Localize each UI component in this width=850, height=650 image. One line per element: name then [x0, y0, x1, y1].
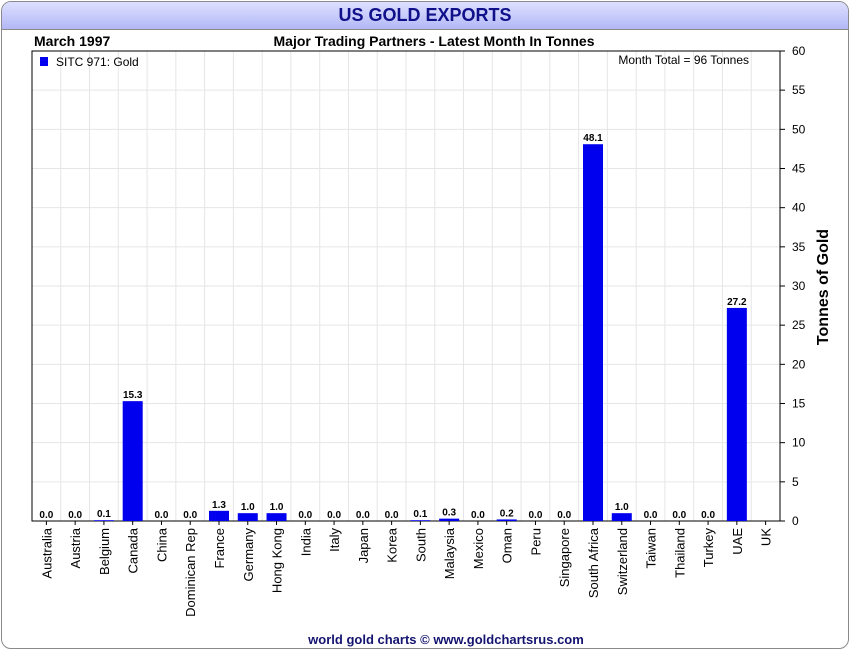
footer-credit: world gold charts © www.goldchartsrus.co…	[307, 632, 584, 647]
x-tick-label: Taiwan	[644, 528, 659, 568]
bar-value-label: 1.0	[270, 502, 284, 513]
bar-value-label: 0.0	[356, 510, 370, 521]
x-tick-label: Switzerland	[615, 528, 630, 595]
x-tick-label: Turkey	[701, 528, 716, 568]
x-tick-label: UK	[759, 528, 774, 546]
bars: 0.0 0.0 0.1 15.3 0.0 0.0 1.3 1.0 1.0 0.0 0.0 0.0 0.0…	[39, 133, 747, 521]
y-axis: 0 5 10 15 20 25 30 35 40 45 50 55 60	[780, 44, 806, 528]
y-tick-label: 30	[792, 279, 806, 293]
bar-value-label: 0.0	[529, 510, 543, 521]
bar-value-label: 0.0	[183, 510, 197, 521]
bar	[726, 307, 747, 521]
y-tick-label: 15	[792, 397, 806, 411]
bar-value-label: 0.0	[471, 510, 485, 521]
y-tick-label: 25	[792, 318, 806, 332]
x-tick-label: Hong Kong	[270, 528, 285, 593]
bar-value-label: 0.3	[442, 508, 456, 519]
bar	[439, 518, 460, 521]
x-tick-label: Peru	[528, 528, 543, 555]
bar-value-label: 1.3	[212, 500, 226, 511]
bar-value-label: 0.0	[68, 510, 82, 521]
x-tick-label: Singapore	[557, 528, 572, 587]
x-tick-label: UAE	[730, 528, 745, 555]
x-tick-label: Japan	[356, 528, 371, 563]
y-tick-label: 50	[792, 122, 806, 136]
x-tick-label: Belgium	[97, 528, 112, 575]
bar	[496, 519, 517, 521]
x-tick-label: Germany	[241, 528, 256, 582]
chart-title: US GOLD EXPORTS	[338, 5, 512, 25]
x-tick-label: France	[212, 528, 227, 568]
legend-swatch	[40, 57, 48, 66]
x-tick-label: Dominican Rep	[183, 528, 198, 617]
y-tick-label: 0	[792, 514, 799, 528]
bar	[93, 520, 114, 521]
x-tick-label: India	[298, 527, 313, 556]
bar	[209, 510, 229, 521]
legend-label: SITC 971: Gold	[56, 55, 139, 69]
month-total-annotation: Month Total = 96 Tonnes	[618, 53, 749, 67]
y-tick-label: 55	[792, 83, 806, 97]
y-tick-label: 60	[792, 44, 806, 58]
y-tick-label: 20	[792, 357, 806, 371]
bar	[237, 513, 258, 521]
bar-value-label: 0.0	[557, 510, 571, 521]
bar	[410, 520, 431, 521]
bar-value-label: 0.0	[39, 510, 53, 521]
title-bar: US GOLD EXPORTS	[2, 2, 848, 30]
x-tick-label: Mexico	[471, 528, 486, 569]
bar	[122, 401, 143, 521]
y-tick-label: 45	[792, 162, 806, 176]
bar-value-label: 0.0	[701, 510, 715, 521]
x-tick-label: Austria	[68, 527, 83, 568]
x-tick-label: Italy	[327, 528, 342, 552]
bar-value-label: 0.1	[413, 509, 427, 520]
x-tick-label: Oman	[500, 528, 515, 563]
chart-period: March 1997	[34, 33, 110, 49]
bar-value-label: 0.0	[644, 510, 658, 521]
bar-value-label: 0.2	[500, 508, 514, 519]
x-tick-label: Thailand	[672, 528, 687, 578]
y-tick-label: 40	[792, 201, 806, 215]
y-tick-label: 5	[792, 475, 799, 489]
bar	[583, 144, 603, 521]
x-tick-label: South Africa	[586, 527, 601, 598]
x-tick-label: South	[413, 528, 428, 562]
y-axis-title: Tonnes of Gold	[815, 229, 832, 345]
bar-value-label: 1.0	[615, 502, 629, 513]
y-tick-label: 35	[792, 240, 806, 254]
bar-value-label: 0.0	[385, 510, 399, 521]
x-tick-label: Malaysia	[442, 527, 457, 579]
x-tick-label: Korea	[385, 527, 400, 562]
bar-value-label: 0.0	[327, 510, 341, 521]
bar-value-label: 15.3	[123, 390, 143, 401]
x-tick-label: Australia	[39, 527, 54, 578]
y-tick-label: 10	[792, 436, 806, 450]
bar	[611, 513, 632, 521]
x-axis: Australia Austria Belgium Canada China Domini…	[39, 521, 774, 617]
bar-value-label: 48.1	[583, 133, 603, 144]
bar-value-label: 0.1	[97, 509, 111, 520]
bar-value-label: 0.0	[155, 510, 169, 521]
bar-value-label: 0.0	[298, 510, 312, 521]
bar-value-label: 0.0	[672, 510, 686, 521]
chart-subtitle: Major Trading Partners - Latest Month In…	[274, 33, 595, 49]
bar	[266, 513, 287, 521]
bar-value-label: 27.2	[727, 297, 747, 308]
grid-lines	[32, 51, 780, 521]
bar-value-label: 1.0	[241, 502, 255, 513]
x-tick-label: Canada	[126, 527, 141, 573]
x-tick-label: China	[154, 527, 169, 562]
